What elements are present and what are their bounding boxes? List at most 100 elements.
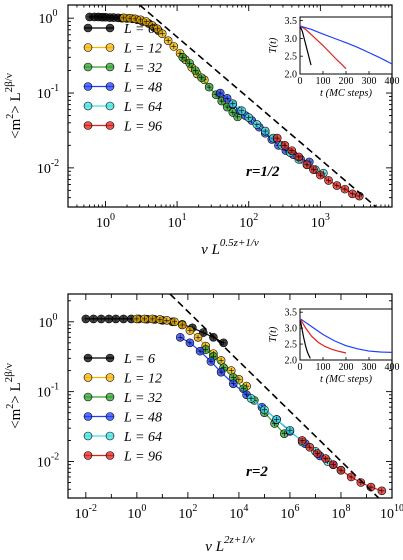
- legend-marker: [105, 62, 115, 72]
- inset-y-tick-label: 3.0: [285, 34, 298, 45]
- inset-curve: [299, 25, 347, 70]
- x-axis-label-exponent: 2z+1/ν: [224, 534, 255, 546]
- legend-label: L = 96: [123, 120, 162, 135]
- legend-label: L = 96: [123, 450, 162, 465]
- inset-y-tick-label: 2.5: [285, 52, 298, 63]
- legend-marker: [105, 431, 115, 441]
- x-tick-label: 103: [311, 212, 330, 231]
- y-axis-label-mid: > L: [8, 92, 24, 113]
- legend-label: L = 6: [123, 22, 155, 37]
- inset-y-tick-label: 2.0: [285, 356, 298, 367]
- y-tick-base: 10: [37, 162, 51, 177]
- inset: 0 100 200 300 400 2.0 2.5 3.0 3.5 t (MC steps) T(t…: [268, 16, 400, 99]
- series-l96: [297, 436, 387, 496]
- inset-curve: [299, 318, 347, 354]
- legend-entry: L = 96: [83, 120, 162, 135]
- y-tick-label: 100: [39, 8, 58, 27]
- x-tick-exponent: 6: [294, 503, 299, 514]
- series-l96: [272, 133, 364, 201]
- y-axis-label-exponent: 2β/ν: [3, 73, 15, 92]
- y-tick-exponent: 0: [53, 8, 58, 19]
- inset-curve: [299, 25, 312, 66]
- plot-frame: [67, 4, 393, 208]
- inset-curve: [299, 318, 311, 359]
- x-axis-label-main: v L: [201, 242, 220, 258]
- legend-marker: [105, 43, 115, 52]
- legend-marker: [83, 101, 93, 111]
- x-axis-label-exponent: 0.5z+1/ν: [220, 237, 259, 249]
- y-tick-base: 10: [37, 87, 51, 102]
- panel-label: r=1/2: [246, 164, 280, 180]
- x-tick-label: 102: [178, 503, 197, 522]
- inset-x-tick-label: 100: [316, 362, 331, 373]
- legend-marker: [83, 392, 93, 402]
- y-axis-label-m: <m: [8, 408, 24, 428]
- x-tick-exponent: 2: [192, 503, 197, 514]
- legend-marker: [105, 451, 115, 460]
- panel-label: r=2: [246, 464, 268, 480]
- y-axis-label-m: <m: [8, 118, 24, 138]
- legend-entry: L = 48: [83, 81, 162, 96]
- fit-line: [169, 294, 380, 498]
- x-tick-label: 100: [127, 503, 146, 522]
- inset-x-tick-label: 100: [316, 76, 331, 87]
- fit-line: [139, 5, 377, 207]
- x-axis-label: v L2z+1/ν: [205, 534, 255, 555]
- y-axis-label-exponent: 2β/ν: [3, 363, 15, 382]
- x-axis-label-main: v L: [205, 539, 224, 555]
- y-axis-label: <m2> L2β/ν: [3, 363, 24, 429]
- legend-marker: [83, 431, 93, 441]
- y-axis-label: <m2> L2β/ν: [3, 73, 24, 139]
- legend-marker: [105, 353, 115, 363]
- y-axis-label-sup2: 2: [5, 114, 16, 119]
- legend-entry: L = 32: [83, 391, 162, 406]
- x-tick-label: 100: [96, 212, 115, 231]
- legend-label: L = 64: [123, 430, 162, 445]
- x-tick-exponent: 0: [110, 212, 115, 223]
- x-tick-exponent: 3: [325, 212, 330, 223]
- x-tick-base: 10: [127, 507, 141, 522]
- y-tick-base: 10: [37, 386, 51, 401]
- x-tick-exponent: -2: [89, 503, 97, 514]
- x-tick-label: 106: [280, 503, 299, 522]
- inset-y-tick-label: 2.0: [285, 70, 298, 81]
- x-tick-exponent: 1: [182, 212, 187, 223]
- series-line: [301, 440, 383, 492]
- legend-marker: [83, 451, 93, 460]
- legend-label: L = 12: [123, 372, 162, 387]
- y-axis-label-sup2: 2: [5, 404, 16, 409]
- y-axis-label-mid: > L: [8, 382, 24, 403]
- legend-marker: [105, 412, 115, 421]
- x-tick-exponent: 10: [394, 503, 403, 514]
- legend-marker: [105, 82, 115, 91]
- y-tick-exponent: -1: [51, 83, 59, 94]
- legend-entry: L = 6: [83, 22, 155, 37]
- x-tick-base: 10: [168, 216, 182, 231]
- x-tick-base: 10: [75, 507, 89, 522]
- legend-label: L = 6: [123, 352, 155, 367]
- x-tick-label: 101: [168, 212, 187, 231]
- inset-y-tick-label: 2.5: [285, 340, 298, 351]
- y-tick-label: 10-2: [37, 451, 59, 470]
- y-tick-label: 10-1: [37, 83, 59, 102]
- inset-curve: [299, 318, 393, 353]
- inset-x-tick-label: 300: [362, 362, 377, 373]
- legend-entry: L = 12: [83, 372, 162, 387]
- legend-marker: [105, 101, 115, 111]
- x-tick-base: 10: [229, 507, 243, 522]
- x-tick-exponent: 2: [253, 212, 258, 223]
- inset-x-tick-label: 300: [362, 76, 377, 87]
- x-tick-base: 10: [280, 507, 294, 522]
- legend-marker: [83, 353, 93, 363]
- legend-marker: [83, 23, 93, 33]
- inset-x-label: t (MC steps): [320, 374, 372, 385]
- legend-label: L = 64: [123, 100, 162, 115]
- plot-frame: [67, 293, 393, 499]
- legend-marker: [83, 121, 93, 130]
- series-l32: [178, 53, 242, 122]
- x-tick-label: 1010: [380, 503, 403, 522]
- inset: 0 100 200 300 400 2.0 2.5 3.0 3.5 t (MC steps) T(t…: [268, 308, 400, 385]
- legend-label: L = 48: [123, 411, 162, 426]
